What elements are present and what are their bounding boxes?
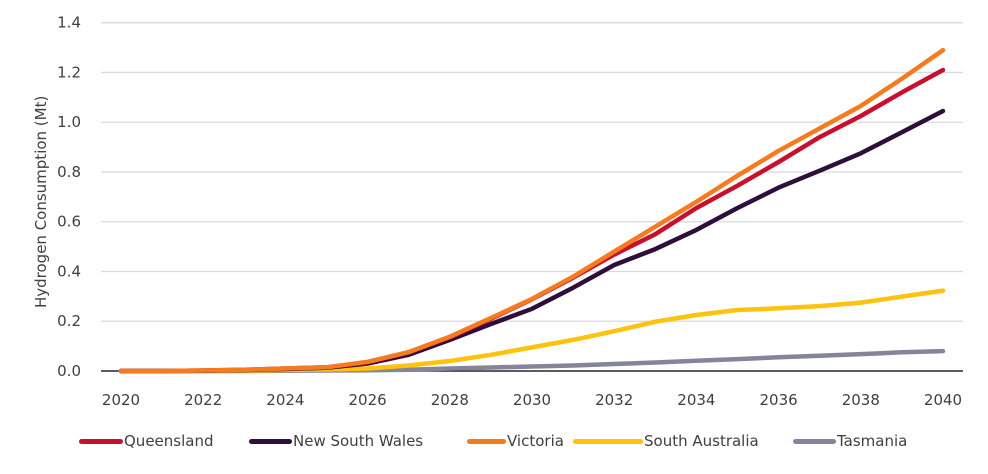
- legend-swatch: [573, 438, 643, 444]
- y-tick-label: 0.8: [57, 163, 81, 181]
- x-tick-label: 2038: [842, 391, 880, 409]
- x-tick-label: 2020: [102, 391, 140, 409]
- legend-swatch: [249, 438, 292, 444]
- legend-label: Queensland: [124, 432, 214, 450]
- gridlines: [101, 22, 963, 322]
- series-line-new-south-wales: [118, 108, 946, 374]
- x-tick-label: 2036: [760, 391, 798, 409]
- y-tick-label: 1.2: [57, 63, 81, 81]
- y-tick-label: 0.4: [57, 262, 81, 280]
- legend-label: Victoria: [507, 432, 564, 450]
- y-tick-label: 0.2: [57, 312, 81, 330]
- y-axis-ticks: 0.0 0.2 0.4 0.6 0.8 1.0 1.2 1.4: [57, 14, 81, 380]
- y-axis-title: Hydrogen Consumption (Mt): [32, 96, 50, 308]
- x-tick-label: 2030: [513, 391, 551, 409]
- series-line-victoria: [118, 47, 946, 374]
- y-tick-label: 1.0: [57, 113, 81, 131]
- legend-label: South Australia: [644, 432, 759, 450]
- legend-item-new-south-wales: New South Wales: [249, 428, 423, 454]
- x-axis-ticks: 2020 2022 2024 2026 2028 2030 2032 2034 2036 2038…: [102, 391, 962, 409]
- y-tick-label: 1.4: [57, 14, 81, 32]
- legend-item-queensland: Queensland: [79, 428, 213, 454]
- legend-swatch: [793, 438, 836, 444]
- y-tick-label: 0.6: [57, 213, 81, 231]
- x-tick-label: 2040: [924, 391, 962, 409]
- x-tick-label: 2022: [184, 391, 222, 409]
- legend-item-south-australia: South Australia: [573, 428, 759, 454]
- legend-label: New South Wales: [293, 432, 424, 450]
- legend-swatch: [467, 438, 506, 444]
- y-tick-label: 0.0: [57, 362, 81, 380]
- legend: Queensland New South Wales Victoria South A…: [0, 428, 988, 454]
- x-tick-label: 2032: [595, 391, 633, 409]
- legend-label: Tasmania: [837, 432, 908, 450]
- x-tick-label: 2034: [677, 391, 715, 409]
- legend-item-tasmania: Tasmania: [793, 428, 907, 454]
- x-tick-label: 2024: [266, 391, 304, 409]
- x-tick-label: 2028: [431, 391, 469, 409]
- legend-item-victoria: Victoria: [467, 428, 564, 454]
- x-tick-label: 2026: [349, 391, 387, 409]
- series-line-queensland: [118, 67, 946, 374]
- legend-swatch: [79, 438, 123, 444]
- series-line-south-australia: [118, 288, 946, 374]
- series-lines: [118, 47, 946, 374]
